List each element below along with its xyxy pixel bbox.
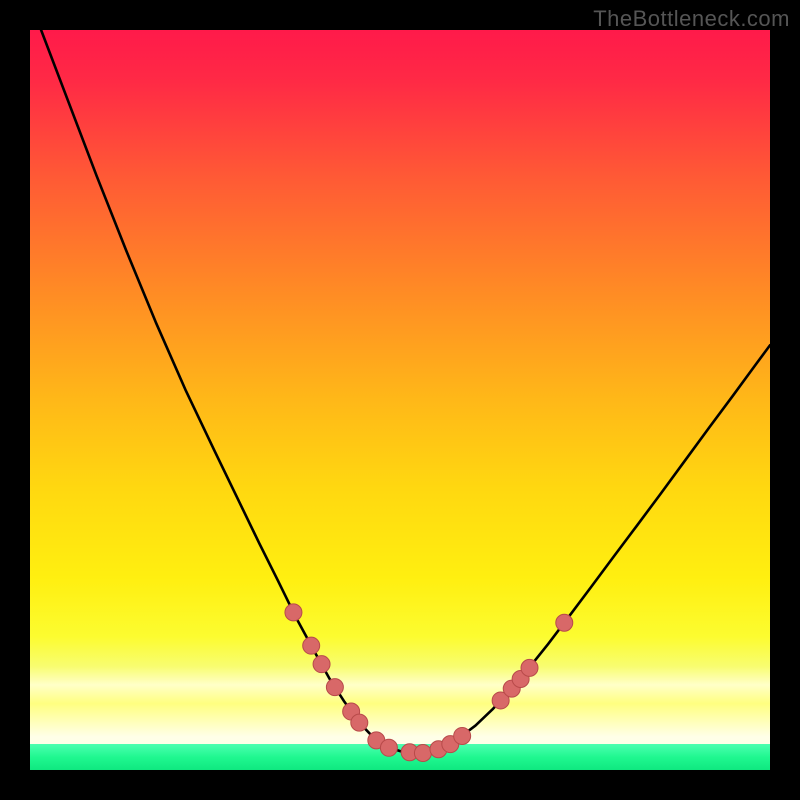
curve-marker [380,739,397,756]
curve-marker [521,659,538,676]
curve-marker [313,656,330,673]
curve-marker [285,604,302,621]
curve-layer [30,30,770,770]
curve-marker [326,679,343,696]
curve-marker [351,714,368,731]
plot-area [30,30,770,770]
curve-marker [556,614,573,631]
curve-marker [414,744,431,761]
curve-marker [303,637,320,654]
curve-markers-group [285,604,573,762]
curve-marker [454,727,471,744]
watermark-text: TheBottleneck.com [593,6,790,32]
bottleneck-curve [41,30,770,753]
